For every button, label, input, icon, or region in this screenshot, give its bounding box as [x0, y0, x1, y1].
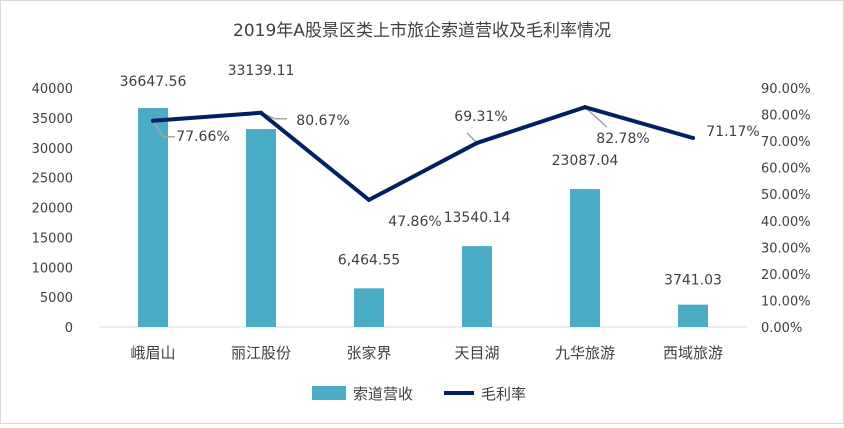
right-axis-tick-label: 40.00% — [761, 215, 811, 230]
line-point — [475, 140, 479, 145]
line-point — [691, 136, 695, 141]
leader-line — [152, 120, 175, 138]
left-axis-tick-label: 40000 — [32, 82, 73, 97]
line-point — [151, 118, 155, 123]
bar — [678, 304, 708, 327]
right-axis-tick-label: 90.00% — [761, 82, 811, 97]
x-axis: 峨眉山 丽江股份 张家界 天目湖 九华旅游 西域旅游 — [99, 326, 747, 362]
left-axis-tick-label: 0 — [65, 321, 73, 336]
left-axis-tick-label: 10000 — [32, 261, 73, 276]
bar — [138, 108, 168, 328]
line-point — [583, 105, 587, 110]
line-data-label: 80.67% — [296, 113, 349, 129]
left-axis-tick-label: 15000 — [32, 231, 73, 246]
line-data-label: 69.31% — [454, 109, 507, 125]
bar-data-label: 36647.56 — [120, 74, 187, 90]
line-data-label: 71.17% — [706, 124, 759, 140]
right-axis-tick-label: 0.00% — [761, 321, 802, 336]
bar-data-label: 6,464.55 — [338, 252, 400, 268]
legend: 索道营收 毛利率 — [312, 385, 526, 403]
bar-data-label: 33139.11 — [228, 63, 295, 79]
bar-data-labels: 36647.56 33139.11 6,464.55 13540.14 23087.04… — [120, 63, 722, 289]
category-label: 丽江股份 — [231, 344, 291, 362]
leader-line — [584, 106, 608, 128]
category-label: 天目湖 — [454, 344, 499, 362]
right-axis-tick-label: 30.00% — [761, 241, 811, 256]
left-axis-tick-label: 30000 — [32, 142, 73, 157]
leader-line — [466, 132, 478, 144]
bar — [246, 128, 276, 327]
category-label: 峨眉山 — [130, 344, 175, 362]
bar-data-label: 3741.03 — [664, 273, 722, 289]
right-axis: 0.00% 10.00% 20.00% 30.00% 40.00% 50.00% 60.00… — [761, 82, 811, 336]
chart-title: 2019年A股景区类上市旅企索道营收及毛利率情况 — [233, 21, 611, 41]
line-data-label: 47.86% — [388, 214, 441, 230]
bar — [462, 246, 492, 327]
right-axis-tick-label: 20.00% — [761, 268, 811, 283]
left-axis: 0 5000 10000 15000 20000 25000 30000 35000 40000 — [32, 82, 73, 336]
right-axis-tick-label: 70.00% — [761, 135, 811, 150]
legend-label-line: 毛利率 — [481, 385, 526, 403]
line-point — [259, 110, 263, 115]
line-series — [151, 105, 695, 202]
category-label: 西域旅游 — [663, 344, 723, 362]
line-point — [367, 197, 371, 202]
legend-label-bar: 索道营收 — [353, 385, 413, 403]
bar-series — [138, 108, 708, 328]
left-axis-tick-label: 35000 — [32, 112, 73, 127]
bar-data-label: 13540.14 — [444, 210, 511, 226]
category-label: 九华旅游 — [555, 344, 615, 362]
right-axis-tick-label: 50.00% — [761, 188, 811, 203]
left-axis-tick-label: 5000 — [40, 291, 73, 306]
right-axis-tick-label: 80.00% — [761, 109, 811, 124]
category-label: 张家界 — [346, 344, 391, 362]
line-data-label: 82.78% — [596, 131, 649, 147]
legend-swatch-bar — [312, 386, 346, 400]
line-data-labels: 77.66% 80.67% 47.86% 69.31% 82.78% 71.17% — [176, 109, 759, 230]
bar-data-label: 23087.04 — [552, 153, 619, 169]
margin-line — [151, 105, 695, 202]
bar — [570, 189, 600, 327]
left-axis-tick-label: 20000 — [32, 202, 73, 217]
right-axis-tick-label: 60.00% — [761, 162, 811, 177]
bar — [354, 288, 384, 327]
line-data-label: 77.66% — [176, 129, 229, 145]
right-axis-tick-label: 10.00% — [761, 294, 811, 309]
left-axis-tick-label: 25000 — [32, 172, 73, 187]
